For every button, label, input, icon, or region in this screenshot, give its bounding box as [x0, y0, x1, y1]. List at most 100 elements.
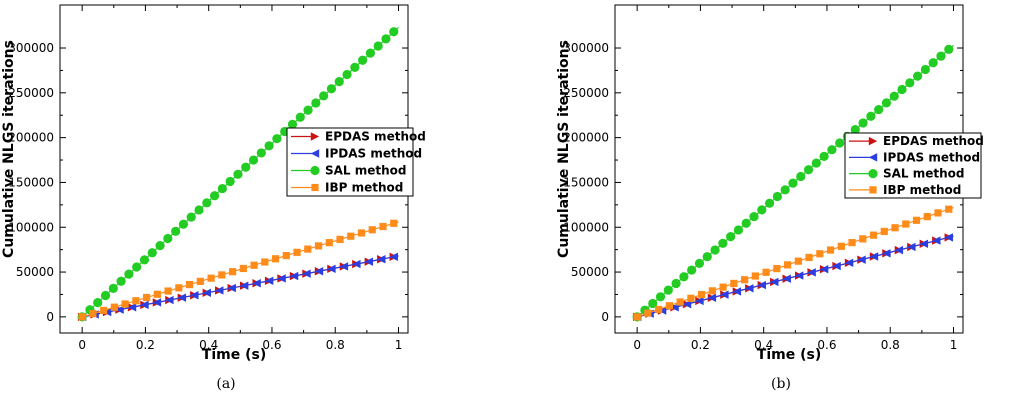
data-point: [655, 292, 666, 302]
data-point: [163, 233, 173, 244]
data-point: [869, 231, 878, 239]
data-point: [682, 299, 692, 309]
data-point: [282, 251, 290, 260]
y-tick-label: 300000: [8, 41, 54, 55]
data-point: [928, 58, 938, 68]
x-axis: 0 0.2 0.4 0.6 0.8 1: [78, 5, 402, 352]
data-point: [676, 298, 684, 306]
data-point: [726, 232, 736, 242]
legend-marker: [310, 165, 320, 176]
legend-item-epdas: EPDAS method: [291, 130, 426, 144]
legend-item-ibp: IBP method: [849, 183, 961, 197]
data-point: [314, 267, 324, 276]
y-axis-title: Cumulative NLGS iterations: [556, 40, 572, 258]
y-axis-title: Cumulative NLGS iterations: [1, 40, 17, 258]
data-point: [663, 285, 673, 295]
data-point: [720, 290, 729, 299]
series-ibp: [633, 205, 954, 321]
data-point: [78, 313, 86, 321]
panel-caption: (b): [771, 376, 791, 392]
data-point: [874, 104, 884, 115]
data-point: [894, 245, 904, 255]
x-tick-label: 0.8: [881, 338, 900, 352]
legend-label: IBP method: [325, 181, 403, 195]
data-point: [202, 198, 212, 208]
data-point: [826, 246, 835, 254]
data-point: [390, 219, 398, 227]
data-point: [905, 78, 915, 88]
data-point: [819, 151, 829, 161]
data-point: [261, 258, 269, 266]
data-point: [325, 239, 333, 247]
data-point: [272, 134, 282, 144]
legend: EPDAS method IPDAS method SAL method IBP me…: [286, 127, 426, 197]
data-point: [327, 264, 336, 274]
data-point: [228, 268, 237, 276]
data-point: [745, 284, 754, 293]
legend-label: IBP method: [883, 183, 961, 197]
data-point: [319, 91, 329, 101]
data-point: [859, 235, 867, 243]
legend-label: EPDAS method: [883, 134, 984, 148]
data-point: [100, 306, 108, 315]
data-point: [334, 77, 344, 87]
legend-marker: [311, 183, 319, 192]
data-point: [250, 261, 258, 269]
legend-marker: [310, 149, 320, 158]
series-layer: [632, 44, 954, 322]
data-point: [920, 64, 930, 75]
data-point: [304, 245, 312, 253]
x-tick-label: 0: [633, 338, 641, 352]
data-point: [147, 248, 157, 258]
data-point: [902, 220, 910, 228]
data-point: [945, 205, 953, 213]
data-point: [358, 55, 368, 65]
legend-box: [844, 132, 982, 199]
x-axis-title: Time (s): [757, 347, 821, 363]
data-point: [819, 265, 829, 274]
data-point: [153, 290, 161, 298]
y-tick-label: 300000: [563, 41, 609, 55]
data-point: [314, 242, 323, 250]
data-point: [311, 98, 321, 108]
data-point: [772, 191, 782, 202]
legend-label: SAL method: [325, 164, 407, 178]
x-axis: 0 0.2 0.4 0.6 0.8 1: [633, 5, 957, 352]
data-point: [143, 293, 151, 302]
data-point: [277, 274, 286, 283]
data-point: [186, 281, 194, 289]
legend-marker: [868, 136, 878, 146]
data-point: [687, 294, 695, 302]
y-tick-label: 0: [601, 310, 609, 324]
legend-item-ipdas: IPDAS method: [291, 147, 422, 161]
data-point: [869, 252, 879, 261]
data-point: [215, 286, 224, 295]
data-point: [207, 274, 215, 282]
data-point: [93, 298, 103, 308]
legend: EPDAS method IPDAS method SAL method IBP me…: [844, 132, 984, 199]
data-point: [733, 225, 744, 235]
data-point: [665, 302, 673, 310]
data-point: [108, 283, 118, 293]
data-point: [923, 213, 931, 221]
data-point: [912, 216, 921, 224]
data-point: [89, 310, 97, 318]
data-point: [155, 240, 165, 251]
series-ibp: [78, 219, 399, 321]
data-point: [209, 191, 220, 201]
x-tick-label: 0: [78, 338, 86, 352]
x-tick-label: 0.6: [817, 338, 836, 352]
y-tick-label: 100000: [8, 220, 54, 234]
series-layer: [77, 26, 399, 322]
data-point: [100, 290, 111, 301]
data-point: [796, 171, 806, 182]
data-point: [880, 227, 888, 236]
legend-label: SAL method: [883, 167, 965, 181]
y-tick-label: 50000: [16, 265, 54, 279]
data-point: [695, 296, 704, 306]
data-point: [832, 261, 841, 271]
data-point: [913, 71, 923, 81]
data-point: [264, 141, 274, 151]
data-point: [897, 84, 907, 95]
